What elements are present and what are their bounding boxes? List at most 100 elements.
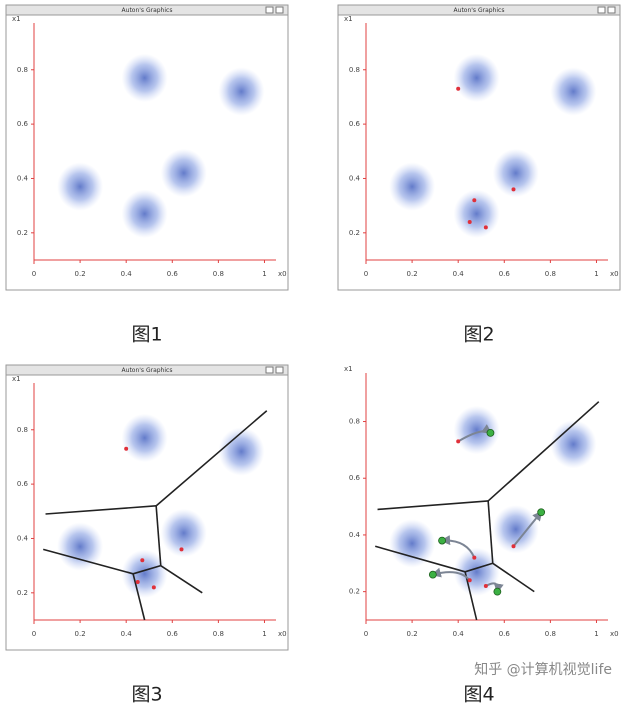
x-tick-label: 0.2 [407, 630, 418, 638]
x-tick-label: 0.4 [121, 630, 133, 638]
new-center-point [493, 587, 502, 596]
y-tick-label: 0.4 [349, 531, 361, 539]
y-tick-label: 0.4 [17, 174, 29, 182]
panel: x1 x0 0 0.2 0.4 0.6 0.8 1 0.2 0.4 0.6 0.8 知乎 @计算机视觉l… [338, 365, 620, 706]
y-tick-label: 0.4 [349, 174, 361, 182]
boundary-line [45, 505, 157, 515]
y-axis-label: x1 [12, 15, 21, 23]
point-cloud [453, 405, 500, 455]
window-button [265, 6, 274, 14]
y-tick-label: 0.8 [17, 66, 28, 74]
new-center-point [486, 428, 495, 437]
boundary-line [487, 500, 494, 564]
watermark: 知乎 @计算机视觉life [474, 661, 612, 678]
x-tick-label: 0.4 [453, 630, 465, 638]
point-cloud [550, 420, 597, 469]
boundary-line [377, 500, 489, 511]
center-point [472, 198, 477, 203]
window-button [275, 366, 284, 374]
window-frame [337, 4, 621, 291]
boundary-line [43, 548, 134, 575]
x-tick-label: 1 [594, 630, 598, 638]
x-tick-label: 0 [364, 630, 368, 638]
x-tick-label: 0.8 [545, 270, 556, 278]
new-center-point [537, 508, 546, 517]
new-center-point [438, 536, 446, 545]
x-tick-label: 0.4 [121, 270, 133, 278]
center-point [467, 578, 472, 583]
center-point [135, 579, 140, 584]
boundary-line [155, 505, 162, 566]
window-title: Auton's Graphics [122, 7, 173, 14]
x-tick-label: 0.8 [213, 630, 224, 638]
x-tick-label: 0.8 [545, 630, 556, 638]
x-tick-label: 0.2 [75, 270, 86, 278]
center-point [140, 558, 145, 563]
x-tick-label: 0 [32, 630, 36, 638]
y-tick-label: 0.6 [349, 120, 361, 128]
y-tick-label: 0.2 [349, 588, 360, 596]
window-button [275, 6, 284, 14]
center-point [511, 544, 516, 549]
x-tick-label: 1 [594, 270, 598, 278]
boundary-line [155, 410, 268, 507]
point-cloud [218, 427, 265, 476]
point-cloud [389, 519, 436, 568]
center-point [456, 86, 461, 91]
y-tick-label: 0.2 [17, 229, 28, 237]
x-axis-label: x0 [610, 270, 619, 278]
y-axis-label: x1 [344, 15, 353, 23]
caption: 图4 [463, 684, 494, 706]
x-tick-label: 0.4 [453, 270, 465, 278]
point-cloud [121, 549, 168, 598]
y-tick-label: 0.8 [17, 426, 28, 434]
center-point [472, 555, 477, 560]
center-point [179, 547, 184, 552]
center-point [124, 446, 129, 451]
point-cloud [550, 67, 597, 116]
caption: 图3 [131, 684, 162, 706]
x-tick-label: 0.6 [499, 630, 511, 638]
boundary-line [492, 562, 535, 593]
y-tick-label: 0.8 [349, 66, 360, 74]
point-cloud [57, 522, 104, 571]
x-axis-label: x0 [278, 630, 287, 638]
caption: 图2 [463, 324, 494, 346]
panel: Auton's Graphics x1 x0 0 0.2 0.4 0.6 0.8 1 0.2 0.4… [5, 364, 289, 706]
y-tick-label: 0.8 [349, 418, 360, 426]
window-frame [5, 364, 289, 651]
y-tick-label: 0.2 [349, 229, 360, 237]
title-bar [5, 364, 289, 376]
x-tick-label: 0 [32, 270, 36, 278]
point-cloud [121, 53, 168, 103]
center-point [511, 187, 516, 192]
y-tick-label: 0.6 [17, 120, 29, 128]
y-tick-label: 0.6 [349, 474, 361, 482]
center-point [456, 439, 461, 444]
point-cloud [218, 67, 265, 116]
x-tick-label: 0.2 [75, 630, 86, 638]
boundary-line [464, 571, 478, 621]
window-frame [5, 4, 289, 291]
y-tick-label: 0.2 [17, 589, 28, 597]
point-cloud [57, 162, 104, 211]
title-bar [5, 4, 289, 16]
boundary-line [132, 573, 146, 621]
point-cloud [492, 505, 539, 554]
y-tick-label: 0.6 [17, 480, 29, 488]
x-tick-label: 0.6 [499, 270, 511, 278]
point-cloud [453, 53, 500, 103]
x-tick-label: 0 [364, 270, 368, 278]
panel: Auton's Graphics x1 x0 0 0.2 0.4 0.6 0.8 1 0.2 0.4… [5, 4, 289, 346]
x-axis-label: x0 [610, 630, 619, 638]
window-title: Auton's Graphics [454, 7, 505, 14]
caption: 图1 [131, 324, 162, 346]
point-cloud [389, 162, 436, 211]
center-point [483, 225, 488, 230]
point-cloud [121, 189, 168, 238]
point-cloud [492, 148, 539, 198]
point-cloud [121, 413, 168, 463]
x-tick-label: 1 [262, 270, 266, 278]
y-axis-label: x1 [344, 365, 353, 373]
